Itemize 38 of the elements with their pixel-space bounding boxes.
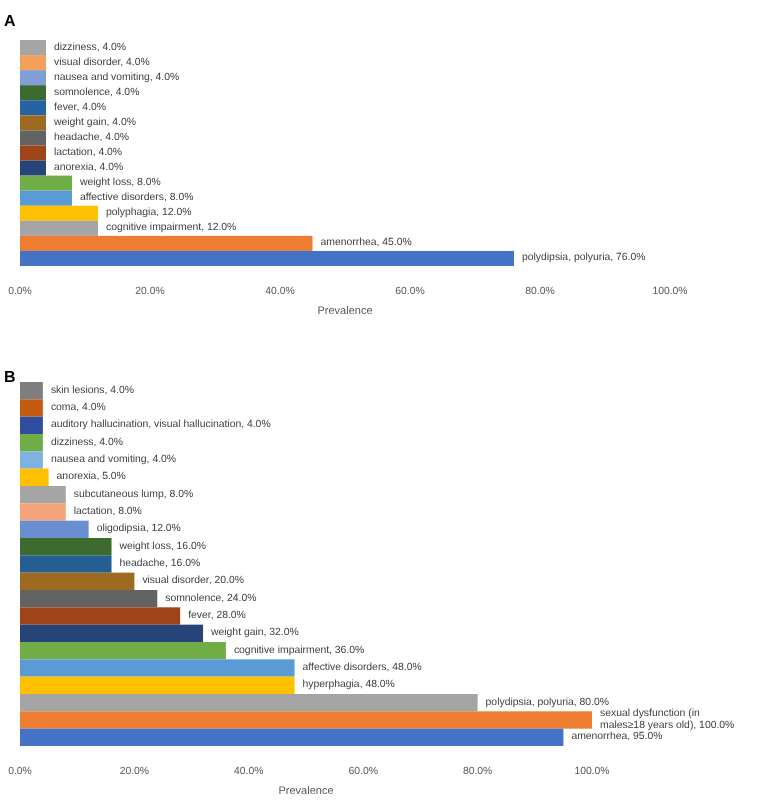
bar <box>20 486 66 504</box>
bar <box>20 235 313 251</box>
bar <box>20 694 478 712</box>
bar <box>20 468 49 486</box>
bar <box>20 160 46 176</box>
bar <box>20 190 72 206</box>
bar <box>20 676 295 694</box>
bar <box>20 130 46 146</box>
bar <box>20 503 66 521</box>
bar <box>20 250 514 266</box>
bar <box>20 434 43 452</box>
bar <box>20 624 204 642</box>
bar <box>20 416 43 434</box>
bar <box>20 40 46 56</box>
bar <box>20 220 98 236</box>
bar <box>20 115 46 131</box>
bar <box>20 451 43 469</box>
bar <box>20 175 72 191</box>
bar <box>20 659 295 677</box>
bar <box>20 145 46 161</box>
bar <box>20 642 226 660</box>
bar <box>20 382 43 400</box>
bar <box>20 85 46 101</box>
bar <box>20 711 592 729</box>
bar <box>20 205 98 221</box>
bar <box>20 70 46 86</box>
bar <box>20 538 112 556</box>
chart-title: B <box>4 368 16 386</box>
bar <box>20 590 158 608</box>
chart-title: A <box>4 12 16 30</box>
bar <box>20 555 112 573</box>
bar <box>20 55 46 71</box>
bar <box>20 607 181 625</box>
bar <box>20 520 89 538</box>
bar <box>20 572 135 590</box>
bar <box>20 728 564 746</box>
bar <box>20 100 46 116</box>
bar <box>20 399 43 417</box>
